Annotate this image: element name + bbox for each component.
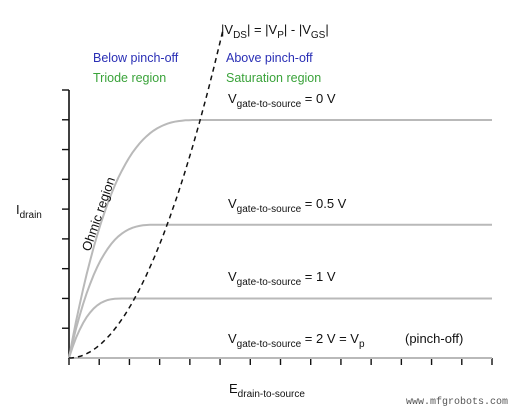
y-ticks (62, 89, 69, 329)
characteristic-curve-2 (68, 297, 492, 359)
series-label-vgs-0: Vgate-to-source = 0 V (228, 91, 336, 110)
series-label-vgs-0-5: Vgate-to-source = 0.5 V (228, 196, 347, 215)
ohmic-region-label: Ohmic region (79, 175, 118, 253)
pinch-off-note: (pinch-off) (405, 331, 463, 346)
pinch-off-equation: |VDS| = |VP| - |VGS| (221, 22, 329, 41)
x-axis-label: Edrain-to-source (229, 381, 305, 400)
watermark-text: www.mfgrobots.com (406, 396, 508, 408)
series-label-vgs-2: Vgate-to-source = 2 V = Vp (228, 331, 365, 350)
below-pinch-off-label: Below pinch-off (93, 51, 179, 65)
pinch-off-boundary-line (68, 29, 224, 359)
above-pinch-off-label: Above pinch-off (226, 51, 313, 65)
triode-region-label: Triode region (93, 71, 166, 85)
characteristic-curve-1 (68, 223, 492, 359)
x-ticks (68, 358, 493, 365)
saturation-region-label: Saturation region (226, 71, 321, 85)
characteristic-curve-0 (68, 119, 492, 359)
curves-group (68, 119, 492, 359)
series-label-vgs-1: Vgate-to-source = 1 V (228, 269, 336, 288)
y-axis-label: Idrain (16, 202, 42, 221)
